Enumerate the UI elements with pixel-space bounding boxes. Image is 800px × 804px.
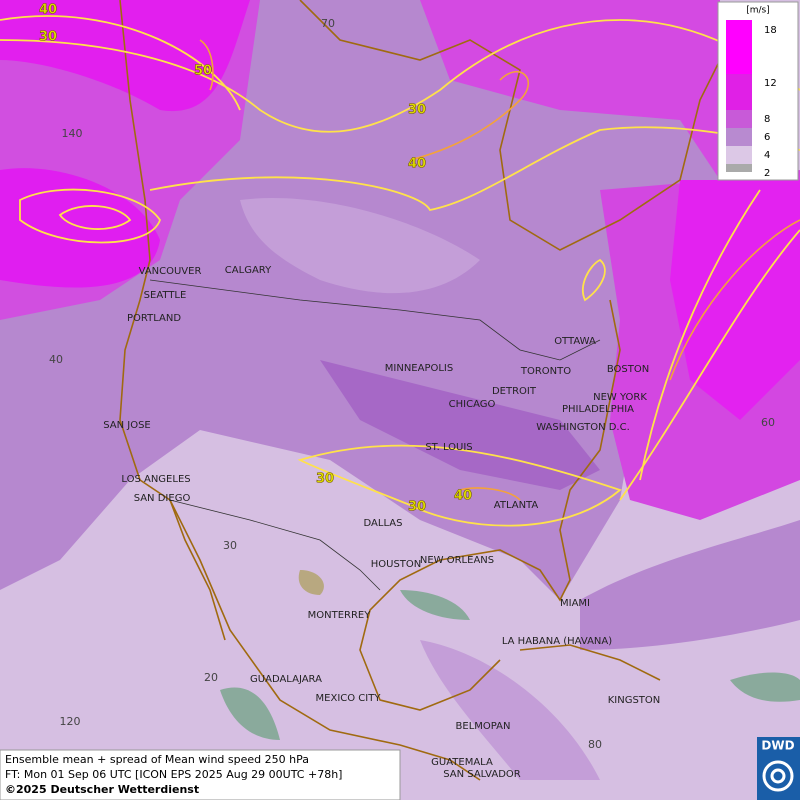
city-label: MIAMI: [560, 598, 590, 609]
legend-label: 8: [764, 114, 770, 125]
city-label: ST. LOUIS: [425, 442, 472, 453]
legend-swatch: [726, 110, 752, 128]
contours-yellow: [0, 15, 800, 527]
caption-line: FT: Mon 01 Sep 06 UTC [ICON EPS 2025 Aug…: [5, 768, 342, 781]
city-label: KINGSTON: [608, 695, 661, 706]
legend-label: 4: [764, 150, 770, 161]
contour-label: 40: [408, 157, 426, 172]
city-label: SAN DIEGO: [134, 493, 191, 504]
legend-label: 12: [764, 78, 777, 89]
city-label: NEW ORLEANS: [420, 555, 494, 566]
city-label: DALLAS: [364, 518, 403, 529]
legend-label: 2: [764, 168, 770, 179]
city-label: MEXICO CITY: [316, 693, 382, 704]
caption-line: ©2025 Deutscher Wetterdienst: [5, 783, 199, 796]
contour-label: 30: [39, 30, 57, 45]
logo-icon: [770, 768, 786, 784]
city-label: SAN SALVADOR: [443, 769, 520, 780]
city-label: WASHINGTON D.C.: [536, 422, 630, 433]
grid-label: 30: [223, 539, 237, 552]
legend-unit: [m/s]: [746, 6, 770, 16]
city-label: LA HABANA (HAVANA): [502, 636, 612, 647]
grid-label: 60: [761, 416, 775, 429]
legend-label: 6: [764, 132, 770, 143]
city-label: TORONTO: [520, 366, 571, 377]
grid-label: 40: [49, 353, 63, 366]
logo-icon: [762, 760, 794, 792]
spread-field: [0, 0, 800, 780]
city-label: LOS ANGELES: [121, 474, 190, 485]
legend-swatch: [726, 20, 752, 74]
contour-label: 30: [408, 103, 426, 118]
city-label: PORTLAND: [127, 313, 181, 324]
grid-label: 70: [321, 17, 335, 30]
grid-label: 20: [204, 671, 218, 684]
caption: Ensemble mean + spread of Mean wind spee…: [0, 749, 401, 801]
city-label: PHILADELPHIA: [562, 404, 634, 415]
city-label: MONTERREY: [308, 610, 372, 621]
city-label: NEW YORK: [593, 392, 647, 403]
contour-label: 30: [316, 472, 334, 487]
contour-label: 50: [194, 64, 212, 79]
caption-line: Ensemble mean + spread of Mean wind spee…: [5, 753, 309, 766]
grid-label: 140: [62, 127, 83, 140]
legend-swatch: [726, 164, 752, 172]
legend-swatch: [726, 74, 752, 110]
grid-label: 80: [588, 738, 602, 751]
labels: VANCOUVER CALGARY SEATTLE PORTLAND SAN JOSE L…: [39, 2, 775, 780]
city-label: OTTAWA: [554, 336, 596, 347]
logo-text: DWD: [761, 739, 794, 753]
city-label: GUATEMALA: [431, 757, 493, 768]
contour-label: 40: [454, 489, 472, 504]
legend: [m/s] 18 12 8 6 4 2: [717, 1, 799, 181]
city-label: ATLANTA: [494, 500, 539, 511]
city-label: MINNEAPOLIS: [385, 363, 453, 374]
legend-labels: 18 12 8 6 4 2: [764, 25, 777, 179]
contour-label: 40: [39, 3, 57, 18]
city-label: SEATTLE: [144, 290, 187, 301]
borders: [149, 279, 601, 591]
city-label: VANCOUVER: [139, 266, 202, 277]
coastlines: [119, 0, 721, 781]
legend-label: 18: [764, 25, 777, 36]
logo: DWD: [757, 737, 800, 800]
city-label: CALGARY: [225, 265, 272, 276]
legend-swatch: [726, 128, 752, 146]
city-label: HOUSTON: [371, 559, 422, 570]
legend-swatch: [726, 146, 752, 164]
city-label: GUADALAJARA: [250, 674, 322, 685]
city-label: SAN JOSE: [103, 420, 151, 431]
city-label: BOSTON: [607, 364, 649, 375]
contour-label: 30: [408, 500, 426, 515]
contours-orange: [199, 39, 800, 501]
grid-label: 120: [60, 715, 81, 728]
city-label: DETROIT: [492, 386, 537, 397]
city-label: CHICAGO: [449, 399, 496, 410]
city-label: BELMOPAN: [456, 721, 511, 732]
